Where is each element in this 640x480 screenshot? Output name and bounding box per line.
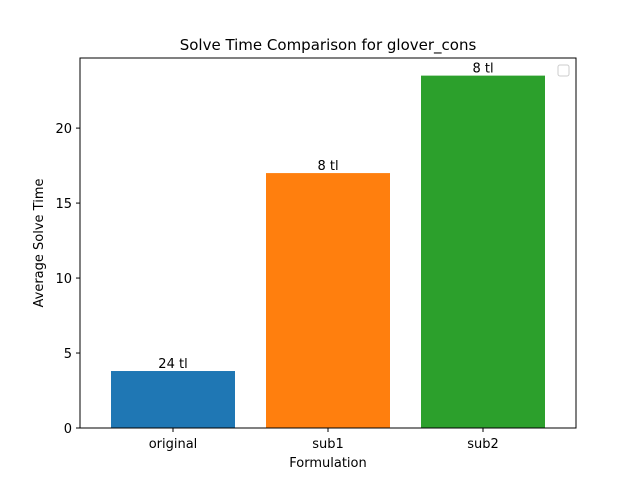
- bar-label-sub2: 8 tl: [472, 62, 493, 77]
- y-tick-label: 5: [64, 347, 72, 362]
- bars-group: [111, 75, 545, 428]
- plot-frame: [79, 57, 577, 429]
- bar-label-original: 24 tl: [158, 357, 187, 372]
- x-axis-label: Formulation: [289, 456, 366, 471]
- x-axis-ticks: original sub1 sub2: [149, 428, 499, 452]
- y-axis-ticks: 0 5 10 15 20: [55, 122, 80, 437]
- bar-labels-group: 24 tl 8 tl 8 tl: [158, 62, 493, 372]
- chart-title: Solve Time Comparison for glover_cons: [180, 36, 477, 55]
- bar-original: [111, 371, 235, 428]
- y-tick-label: 0: [64, 422, 72, 437]
- bar-sub2: [421, 75, 545, 428]
- bar-label-sub1: 8 tl: [317, 159, 338, 174]
- bar-sub1: [266, 173, 390, 428]
- legend-box: [557, 64, 570, 77]
- y-tick-label: 10: [55, 272, 72, 287]
- x-tick-label-sub1: sub1: [312, 437, 344, 452]
- x-tick-label-original: original: [149, 437, 198, 452]
- y-tick-label: 20: [55, 122, 72, 137]
- x-tick-label-sub2: sub2: [467, 437, 499, 452]
- y-tick-label: 15: [55, 197, 72, 212]
- y-axis-label: Average Solve Time: [32, 179, 47, 308]
